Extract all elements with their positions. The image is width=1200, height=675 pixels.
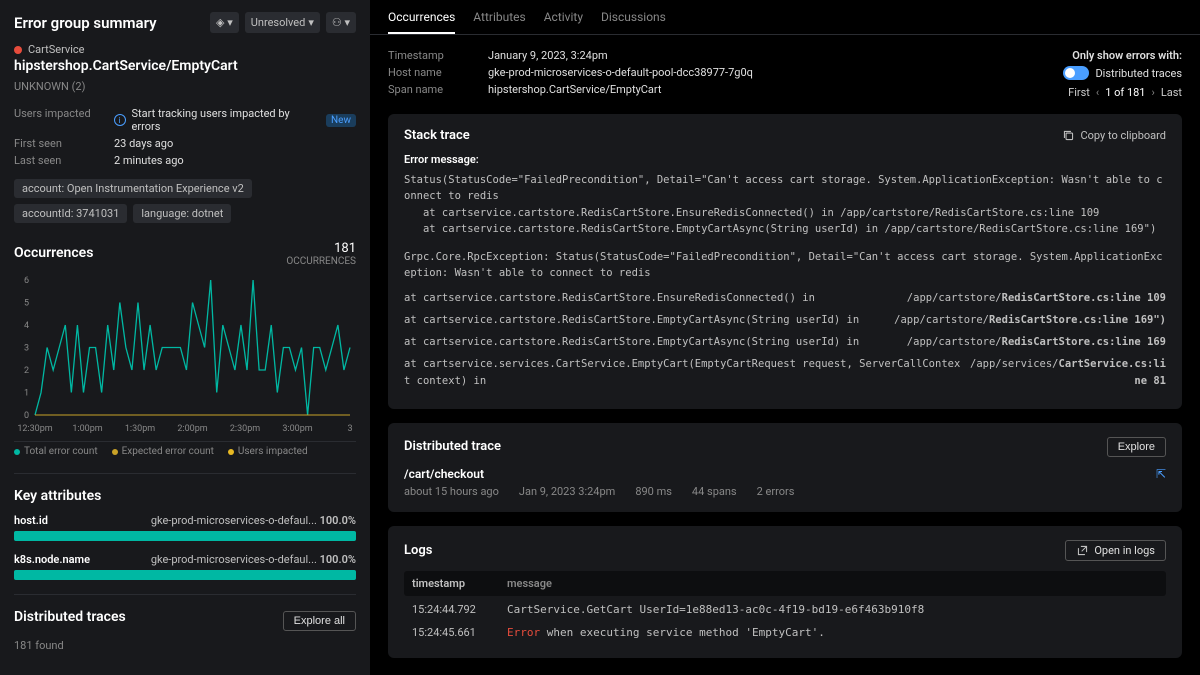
logs-panel: Logs Open in logs timestamp message 15:2… [388, 526, 1182, 658]
error-message: Status(StatusCode="FailedPrecondition", … [404, 172, 1166, 237]
dt-time: Jan 9, 2023 3:24pm [519, 485, 615, 498]
dt-spans: 44 spans [692, 485, 737, 498]
svg-text:0: 0 [24, 411, 29, 421]
stack-frame: at cartservice.cartstore.RedisCartStore.… [404, 312, 1166, 328]
log-row: 15:24:45.661Error when executing service… [404, 621, 1166, 644]
dt-errors: 2 errors [757, 485, 795, 498]
tabs: Occurrences Attributes Activity Discussions [370, 0, 1200, 35]
svg-text:2:30pm: 2:30pm [230, 424, 260, 434]
svg-text:4: 4 [24, 321, 29, 331]
info-icon[interactable]: i [114, 114, 126, 126]
svg-text:1: 1 [24, 389, 29, 399]
log-row: 15:24:44.792CartService.GetCart UserId=1… [404, 598, 1166, 621]
only-show-label: Only show errors with: [1063, 49, 1182, 62]
svg-text:1:00pm: 1:00pm [72, 424, 102, 434]
attr-row: host.idgke-prod-microservices-o-defaul..… [14, 514, 356, 541]
last-seen-val: 2 minutes ago [114, 154, 184, 167]
tags: account: Open Instrumentation Experience… [14, 179, 356, 223]
pager[interactable]: First ‹ 1 of 181 › Last [1063, 86, 1182, 99]
explore-button[interactable]: Explore [1107, 437, 1166, 457]
dist-traces-toggle[interactable] [1063, 66, 1089, 80]
dist-trace-panel: Distributed trace Explore /cart/checkout… [388, 423, 1182, 512]
stack-frame: at cartservice.cartstore.RedisCartStore.… [404, 290, 1166, 306]
legend-total: Total error count [24, 446, 98, 457]
dt-name: /cart/checkout [404, 467, 794, 481]
popout-icon[interactable]: ⇱ [1156, 467, 1166, 481]
users-impacted-label: Users impacted [14, 107, 94, 133]
open-in-logs-button[interactable]: Open in logs [1065, 540, 1166, 561]
svg-text:3: 3 [347, 424, 352, 434]
main-panel: Occurrences Attributes Activity Discussions… [370, 0, 1200, 675]
explore-all-button[interactable]: Explore all [283, 611, 356, 631]
copy-clipboard-button[interactable]: Copy to clipboard [1062, 129, 1166, 142]
tab-discussions[interactable]: Discussions [601, 10, 666, 34]
traces-found: 181 found [14, 639, 356, 652]
dt-dur: 890 ms [635, 485, 672, 498]
users-impacted-hint: Start tracking users impacted by errors [132, 107, 321, 133]
status-dropdown[interactable]: Unresolved ▾ [245, 12, 320, 33]
hostname-val: gke-prod-microservices-o-default-pool-dc… [488, 66, 753, 79]
error-name: hipstershop.CartService/EmptyCart [14, 58, 356, 74]
tab-attributes[interactable]: Attributes [473, 10, 525, 34]
severity-dot [14, 46, 22, 54]
external-icon [1076, 544, 1089, 557]
dist-traces-title: Distributed traces [14, 609, 126, 625]
logs-title: Logs [404, 543, 432, 558]
occurrences-count: 181 OCCURRENCES [286, 241, 356, 267]
svg-text:2: 2 [24, 366, 29, 376]
hostname-label: Host name [388, 66, 488, 79]
last-seen-label: Last seen [14, 154, 94, 167]
svg-text:12:30pm: 12:30pm [17, 424, 52, 434]
svg-text:3: 3 [24, 344, 29, 354]
tab-activity[interactable]: Activity [544, 10, 583, 34]
first-seen-val: 23 days ago [114, 137, 173, 150]
stack-body: Grpc.Core.RpcException: Status(StatusCod… [404, 249, 1166, 282]
spanname-label: Span name [388, 83, 488, 96]
tag[interactable]: language: dotnet [133, 204, 231, 223]
svg-text:1:30pm: 1:30pm [125, 424, 155, 434]
copy-icon [1062, 129, 1075, 142]
user-icon[interactable]: ⚇ ▾ [326, 12, 356, 33]
dt-title: Distributed trace [404, 439, 501, 454]
first-seen-label: First seen [14, 137, 94, 150]
tag[interactable]: accountId: 3741031 [14, 204, 127, 223]
tag[interactable]: account: Open Instrumentation Experience… [14, 179, 252, 198]
svg-text:5: 5 [24, 299, 29, 309]
tab-occurrences[interactable]: Occurrences [388, 10, 455, 34]
stack-frame: at cartservice.services.CartService.Empt… [404, 356, 1166, 389]
error-subtype: UNKNOWN (2) [14, 80, 356, 93]
occurrences-title: Occurrences [14, 245, 93, 261]
attr-row: k8s.node.namegke-prod-microservices-o-de… [14, 553, 356, 580]
svg-text:3:00pm: 3:00pm [282, 424, 312, 434]
legend-users: Users impacted [238, 446, 308, 457]
legend-expected: Expected error count [122, 446, 214, 457]
timestamp-val: January 9, 2023, 3:24pm [488, 49, 608, 62]
sidebar: Error group summary ◈ ▾ Unresolved ▾ ⚇ ▾… [0, 0, 370, 675]
service-name: CartService [28, 43, 85, 56]
dist-traces-toggle-label: Distributed traces [1095, 67, 1182, 80]
stack-frame: at cartservice.cartstore.RedisCartStore.… [404, 334, 1166, 350]
stack-trace-panel: Stack trace Copy to clipboard Error mess… [388, 114, 1182, 409]
share-icon[interactable]: ◈ ▾ [210, 12, 239, 33]
log-col-ts: timestamp [412, 577, 507, 590]
timestamp-label: Timestamp [388, 49, 488, 62]
spanname-val: hipstershop.CartService/EmptyCart [488, 83, 662, 96]
log-col-msg: message [507, 577, 552, 590]
error-message-label: Error message: [404, 153, 1166, 166]
new-badge: New [326, 114, 356, 127]
svg-text:6: 6 [24, 276, 29, 286]
stack-title: Stack trace [404, 128, 470, 143]
occurrences-chart: 0 1 2 3 4 5 6 12:30pm 1:00pm 1:30pm 2:00pm 2:30pm 3:… [14, 275, 356, 435]
svg-text:2:00pm: 2:00pm [177, 424, 207, 434]
dt-ago: about 15 hours ago [404, 485, 499, 498]
key-attrs-title: Key attributes [14, 488, 356, 504]
sidebar-title: Error group summary [14, 14, 157, 32]
